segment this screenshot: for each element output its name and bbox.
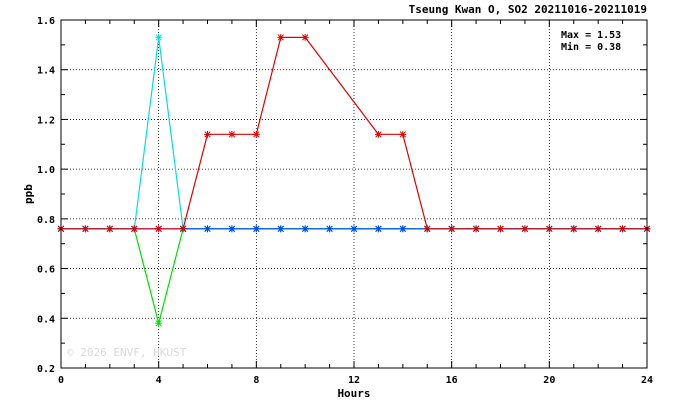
series-1-point: [155, 34, 163, 41]
point-marker: [204, 225, 211, 233]
point-marker: [204, 130, 211, 138]
series-2-point: [301, 225, 309, 233]
y-tick-label: 0.4: [37, 314, 55, 325]
series-3-point: [594, 225, 602, 233]
x-tick-label: 20: [543, 375, 555, 386]
series-2-point: [252, 225, 260, 233]
x-tick-label: 0: [58, 375, 64, 386]
series-3-point: [521, 225, 529, 233]
point-marker: [350, 225, 358, 233]
series-3-point: [301, 34, 309, 41]
point-marker: [375, 225, 382, 233]
point-marker: [448, 225, 456, 233]
series-3-point: [619, 225, 626, 233]
point-marker: [155, 319, 163, 327]
point-marker: [594, 225, 602, 233]
y-tick-label: 1.4: [37, 66, 55, 77]
x-tick-label: 16: [446, 375, 458, 386]
series-3-point: [448, 225, 456, 233]
point-marker: [399, 225, 407, 233]
chart-title: Tseung Kwan O, SO2 20211016-20211019: [409, 3, 647, 16]
series-3-point: [375, 130, 382, 138]
y-tick-label: 0.2: [37, 364, 55, 375]
point-marker: [472, 225, 480, 233]
series-3-point: [252, 130, 260, 138]
point-marker: [277, 34, 285, 41]
point-marker: [301, 34, 309, 41]
point-marker: [252, 225, 260, 233]
series-3-point: [497, 225, 504, 233]
point-marker: [155, 225, 163, 233]
x-tick-label: 24: [641, 375, 653, 386]
series-2-point: [375, 225, 382, 233]
tick-layer: [60, 19, 648, 369]
point-marker: [106, 225, 114, 233]
point-marker: [155, 34, 163, 41]
point-marker: [619, 225, 626, 233]
series-3-point: [472, 225, 480, 233]
watermark: © 2026 ENVF, HKUST: [67, 346, 187, 359]
point-marker: [252, 130, 260, 138]
point-marker: [570, 225, 578, 233]
series-3-point: [204, 130, 211, 138]
series-2-point: [228, 225, 236, 233]
point-marker: [423, 225, 431, 233]
point-marker: [399, 130, 407, 138]
point-marker: [301, 225, 309, 233]
point-marker: [228, 130, 236, 138]
tick-label-layer: 0 4 8 12 16 20 24 0.2 0.4 0.6 0.8 1.0 1.2 1.4 1.6: [37, 16, 653, 386]
series-2-point: [204, 225, 211, 233]
y-tick-label: 1.2: [37, 115, 55, 126]
point-marker: [179, 225, 187, 233]
point-marker: [277, 225, 285, 233]
series-3-point: [179, 225, 187, 233]
grid-layer: [61, 20, 647, 368]
point-marker: [130, 225, 138, 233]
series-2-point: [350, 225, 358, 233]
series-3-point: [82, 225, 89, 233]
series-3-point: [399, 130, 407, 138]
y-tick-label: 1.6: [37, 16, 55, 27]
point-marker: [545, 225, 553, 233]
series-3-point: [545, 225, 553, 233]
point-marker: [497, 225, 504, 233]
series-2-point: [326, 225, 333, 233]
max-stat: Max = 1.53: [561, 30, 621, 41]
x-tick-label: 4: [156, 375, 162, 386]
series-3-point: [570, 225, 578, 233]
series-2-point: [277, 225, 285, 233]
y-axis-label: ppb: [22, 184, 35, 204]
series-3-point: [106, 225, 114, 233]
point-marker: [228, 225, 236, 233]
series-0-point: [155, 319, 163, 327]
point-marker: [521, 225, 529, 233]
series-3-point: [228, 130, 236, 138]
series-2-point: [399, 225, 407, 233]
point-marker: [326, 225, 333, 233]
y-tick-label: 0.6: [37, 265, 55, 276]
x-axis-label: Hours: [337, 387, 370, 400]
point-marker: [82, 225, 89, 233]
min-stat: Min = 0.38: [561, 41, 621, 53]
x-tick-label: 8: [253, 375, 259, 386]
y-tick-label: 1.0: [37, 165, 55, 176]
series-3-point: [423, 225, 431, 233]
series-3-point: [277, 34, 285, 41]
x-tick-label: 12: [348, 375, 360, 386]
y-tick-label: 0.8: [37, 215, 55, 226]
series-3-point: [130, 225, 138, 233]
point-marker: [375, 130, 382, 138]
series-3-point: [155, 225, 163, 233]
